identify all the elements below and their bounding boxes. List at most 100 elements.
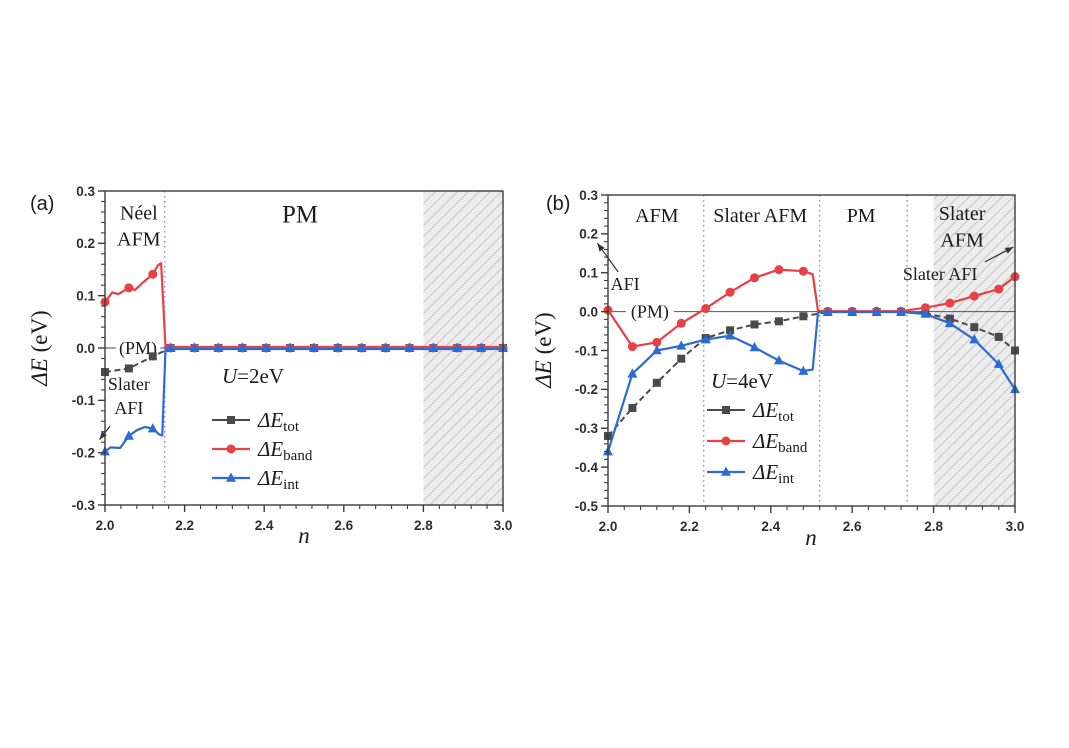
circle-marker (652, 337, 662, 347)
triangle-marker (871, 306, 882, 316)
circle-marker (676, 318, 686, 328)
x-tick-label: 2.2 (680, 519, 699, 534)
x-axis-title: n (805, 525, 817, 550)
y-tick-label: 0.2 (579, 227, 598, 242)
triangle-marker (476, 342, 487, 352)
square-marker (774, 317, 783, 326)
annotation-afi: AFI (611, 274, 640, 294)
y-tick-label: -0.5 (575, 499, 599, 514)
y-axis: 0.3 0.2 0.1 0.0 -0.1 -0.2 -0.3 -0.4 -0.5 (575, 188, 608, 514)
triangle-marker (380, 342, 391, 352)
y-tick-label: -0.3 (575, 421, 599, 436)
triangle-marker (700, 334, 711, 344)
y-tick-label: -0.2 (72, 445, 95, 460)
series-line (104, 347, 503, 453)
circle-marker (148, 269, 158, 279)
condition-label: U=4eV (711, 369, 773, 393)
square-marker (677, 354, 686, 363)
phase-region-label: PM (282, 201, 318, 228)
x-axis: 2.0 2.2 2.4 2.6 2.8 3.0 (599, 506, 1025, 534)
triangle-marker (651, 345, 662, 355)
square-marker (722, 406, 730, 414)
series-line (607, 311, 1016, 437)
triangle-marker (725, 330, 736, 340)
series-line (104, 262, 503, 349)
phase-region-label: Néel AFM (117, 202, 161, 250)
circle-marker (798, 266, 808, 276)
x-tick-label: 2.6 (334, 518, 353, 533)
legend-label: ΔEint (257, 466, 300, 493)
circle-marker (920, 303, 930, 313)
square-marker (124, 364, 133, 373)
triangle-marker (428, 342, 439, 352)
phase-region-label: PM (847, 205, 876, 227)
circle-marker (750, 273, 760, 283)
x-axis-title: n (298, 523, 310, 548)
x-tick-label: 3.0 (494, 518, 513, 533)
square-marker (148, 352, 157, 361)
y-tick-label: 0.0 (579, 304, 598, 319)
y-axis: 0.3 0.2 0.1 0.0 -0.1 -0.2 -0.3 (72, 184, 105, 513)
x-tick-label: 2.0 (599, 519, 618, 534)
y-tick-label: 0.0 (76, 341, 95, 356)
triangle-marker (944, 317, 955, 328)
square-marker (970, 323, 979, 332)
triangle-marker (189, 342, 200, 352)
triangle-marker (969, 334, 980, 344)
triangle-marker (332, 342, 343, 352)
series--e-int (603, 306, 1020, 456)
annotation-slater-afi: Slater AFI (903, 264, 978, 284)
x-tick-label: 2.0 (96, 518, 115, 533)
triangle-marker (165, 342, 176, 352)
triangle-marker (822, 306, 833, 316)
circle-marker (725, 287, 735, 297)
circle-marker (721, 436, 731, 446)
triangle-marker (896, 306, 907, 316)
triangle-marker (920, 308, 931, 318)
circle-marker (969, 291, 979, 301)
x-axis: 2.0 2.2 2.4 2.6 2.8 3.0 (96, 505, 513, 533)
square-marker (799, 312, 808, 321)
circle-marker (774, 265, 784, 275)
annotation--pm-: (PM) (631, 302, 669, 323)
y-tick-label: -0.3 (72, 498, 96, 513)
triangle-marker (627, 368, 638, 378)
square-marker (750, 320, 759, 329)
triangle-marker (147, 423, 158, 433)
triangle-marker (356, 342, 367, 352)
triangle-marker (773, 355, 784, 365)
circle-marker (627, 342, 637, 352)
legend-label: ΔEtot (257, 408, 300, 435)
circle-marker (226, 444, 236, 454)
triangle-marker (452, 342, 463, 352)
x-tick-label: 2.2 (175, 518, 194, 533)
condition-label: U=2eV (222, 364, 284, 388)
y-tick-label: -0.1 (575, 343, 599, 358)
triangle-marker (308, 342, 319, 352)
triangle-marker (123, 430, 134, 440)
x-tick-label: 3.0 (1006, 519, 1025, 534)
triangle-marker (261, 342, 272, 352)
circle-marker (124, 283, 134, 293)
triangle-marker (404, 342, 415, 352)
y-tick-label: 0.3 (579, 188, 598, 203)
triangle-marker (676, 340, 687, 350)
square-marker (628, 404, 637, 413)
y-tick-label: 0.1 (76, 288, 95, 303)
square-marker (227, 416, 235, 424)
y-tick-label: -0.2 (575, 382, 598, 397)
triangle-marker (226, 472, 236, 482)
circle-marker (945, 298, 955, 308)
annotation-arrowhead (99, 431, 107, 440)
square-marker (652, 378, 661, 387)
y-tick-label: -0.1 (72, 393, 96, 408)
triangle-marker (213, 342, 224, 352)
circle-marker (994, 284, 1004, 294)
x-tick-label: 2.8 (924, 519, 943, 534)
triangle-marker (749, 341, 760, 352)
hatched-region (933, 195, 1015, 506)
